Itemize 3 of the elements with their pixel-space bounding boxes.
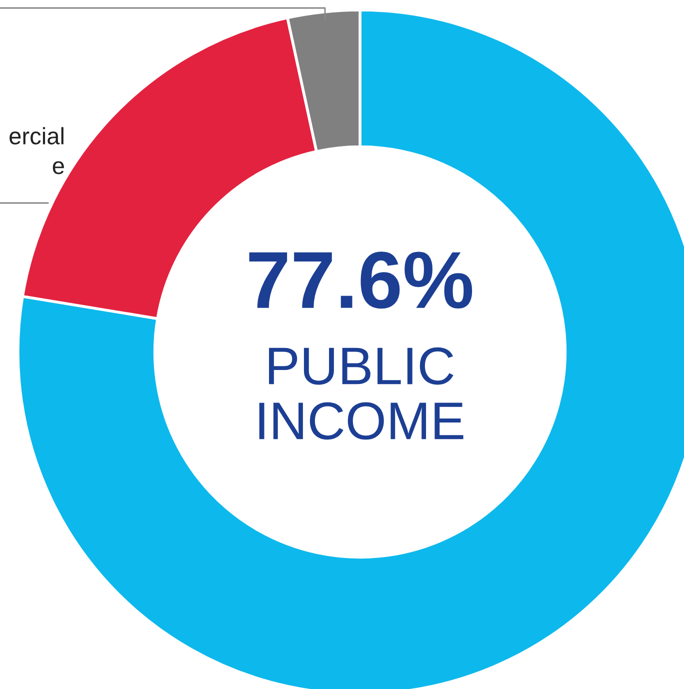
text: 77.6% [249, 252, 472, 309]
text: PUBLIC INCOME [259, 347, 464, 440]
slice-label: ercial e [10, 127, 64, 174]
